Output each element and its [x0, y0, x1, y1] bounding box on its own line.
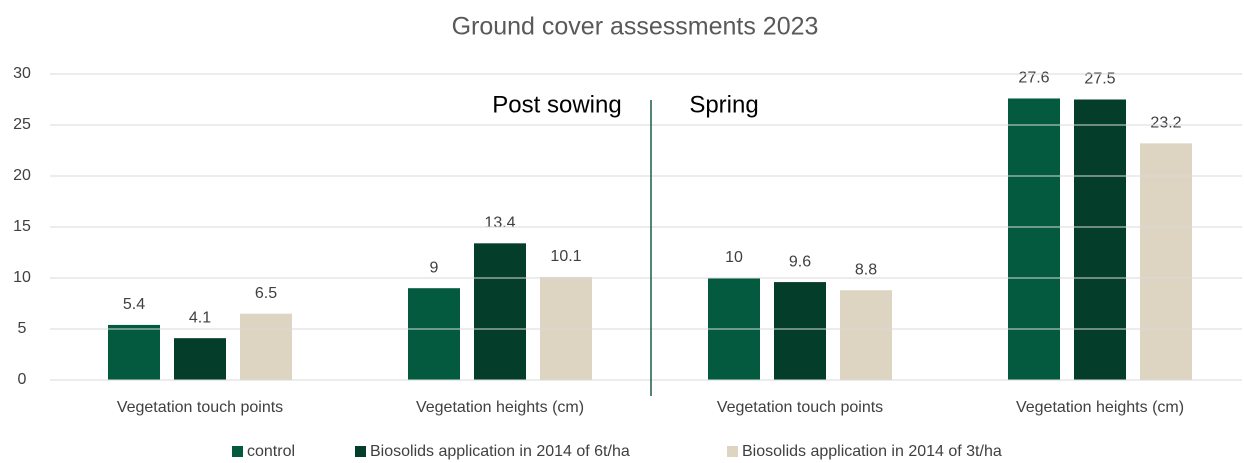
legend-label: control	[247, 443, 295, 460]
value-label: 23.2	[1150, 115, 1181, 132]
bar	[1008, 98, 1060, 380]
legend-swatch	[727, 446, 738, 457]
value-label: 27.5	[1084, 71, 1115, 88]
annotation: Post sowing	[492, 91, 621, 118]
y-tick-label: 15	[13, 218, 31, 235]
value-label: 8.8	[855, 261, 877, 278]
legend-label: Biosolids application in 2014 of 3t/ha	[742, 443, 1002, 460]
value-label: 9	[430, 259, 439, 276]
legend-swatch	[355, 446, 366, 457]
legend-swatch	[232, 446, 243, 457]
bar	[408, 288, 460, 380]
legend-label: Biosolids application in 2014 of 6t/ha	[370, 443, 630, 460]
bar	[474, 243, 526, 380]
value-label: 27.6	[1018, 70, 1049, 87]
y-tick-label: 0	[18, 371, 27, 388]
bar	[1074, 99, 1126, 380]
y-tick-label: 10	[13, 269, 31, 286]
y-tick-label: 5	[18, 320, 27, 337]
y-tick-label: 25	[13, 116, 31, 133]
value-label: 10.1	[550, 248, 581, 265]
bar	[774, 282, 826, 380]
bar	[1140, 143, 1192, 380]
bar	[240, 313, 292, 380]
x-tick-label: Vegetation touch points	[117, 399, 283, 416]
value-label: 9.6	[789, 253, 811, 270]
x-tick-label: Vegetation heights (cm)	[1016, 399, 1184, 416]
value-label: 5.4	[123, 296, 145, 313]
bar	[840, 290, 892, 380]
x-tick-label: Vegetation heights (cm)	[416, 399, 584, 416]
y-tick-label: 20	[13, 167, 31, 184]
bar	[108, 324, 160, 380]
value-label: 4.1	[189, 309, 211, 326]
bar	[540, 276, 592, 380]
value-label: 10	[725, 249, 743, 266]
value-label: 6.5	[255, 285, 277, 302]
chart-title: Ground cover assessments 2023	[452, 13, 819, 41]
value-label: 13.4	[484, 215, 515, 232]
bar	[174, 338, 226, 380]
x-tick-label: Vegetation touch points	[717, 399, 883, 416]
y-tick-label: 30	[13, 65, 31, 82]
annotation: Spring	[689, 91, 758, 118]
